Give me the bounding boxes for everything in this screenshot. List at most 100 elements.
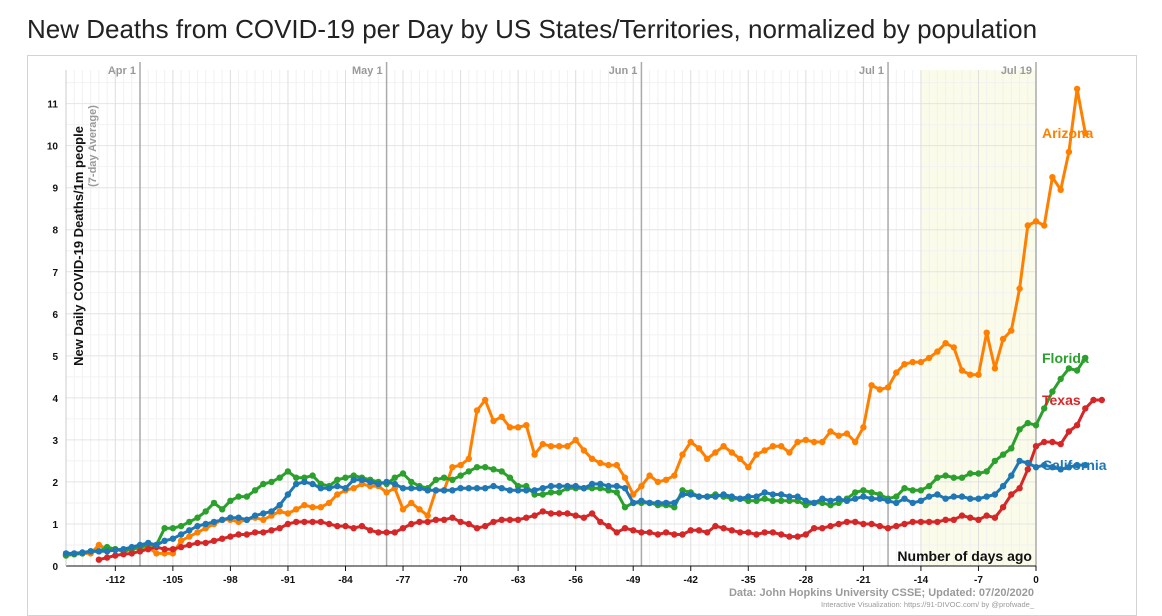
y-tick-label: 2 [52,478,58,489]
data-point-california [1057,466,1064,473]
series-label-texas: Texas [1042,392,1081,408]
data-point-florida [276,474,283,481]
data-point-arizona [1073,85,1081,93]
data-point-florida [539,491,546,498]
data-point-texas [334,522,341,530]
data-point-texas [950,516,957,523]
data-point-arizona [909,358,916,366]
data-point-florida [243,493,250,500]
data-point-texas [465,520,472,528]
data-point-florida [1082,354,1089,362]
data-point-florida [169,525,177,532]
data-point-texas [958,512,966,519]
line-chart[interactable]: Apr 1 May 1 Jun 1 Jul 1 Jul 19 0 1 2 3 4 5 6 7 8 9 10 1… [28,56,1136,615]
x-tick-label: 0 [1033,575,1039,586]
data-point-california [358,476,366,483]
data-point-texas [819,525,826,532]
y-tick-label: 9 [52,184,58,195]
data-point-california [753,493,760,500]
data-point-california [309,480,316,488]
month-marker-label: May 1 [352,65,383,77]
data-point-arizona [835,432,842,439]
data-point-texas [506,516,514,523]
data-point-california [103,548,111,555]
data-point-california [350,476,357,483]
data-point-arizona [662,476,670,483]
data-point-california [868,495,875,502]
data-point-texas [736,529,744,536]
data-point-texas [1082,405,1089,412]
data-point-california [687,491,694,498]
data-point-arizona [728,449,735,456]
series-label-arizona: Arizona [1042,125,1094,141]
data-point-california [210,518,218,526]
data-point-texas [210,537,218,544]
data-point-california [153,541,160,549]
data-point-california [728,493,735,500]
data-point-texas [687,527,694,534]
data-point-florida [934,474,941,481]
data-point-california [884,497,892,504]
data-point-florida [465,468,472,475]
data-point-texas [868,520,875,528]
data-point-arizona [547,443,555,450]
data-point-arizona [778,443,785,450]
data-point-florida [917,487,925,494]
data-point-texas [112,552,119,559]
data-point-california [268,508,275,515]
data-point-california [835,495,842,502]
data-point-texas [893,522,900,530]
data-point-arizona [276,508,283,515]
x-axis-title: Number of days ago [897,548,1032,564]
data-point-arizona [293,506,300,513]
data-point-arizona [975,371,982,378]
data-point-california [391,480,398,488]
data-point-florida [860,487,867,494]
data-point-california [490,482,497,490]
data-point-texas [251,529,259,536]
x-tick-label: -63 [511,575,526,586]
data-point-florida [309,472,316,479]
data-point-texas [539,508,546,515]
data-point-california [128,543,135,551]
data-point-texas [358,522,366,530]
data-point-florida [901,485,908,492]
data-point-texas [284,520,292,528]
series-label-california: California [1042,457,1107,473]
data-point-florida [983,468,990,475]
x-tick-label: -70 [453,575,468,586]
data-point-arizona [1024,222,1031,229]
data-point-texas [704,529,711,536]
data-point-california [769,491,777,498]
data-point-california [375,480,382,488]
data-point-arizona [473,407,481,414]
data-point-california [440,487,448,494]
data-point-arizona [794,438,801,446]
data-point-texas [350,525,357,532]
data-point-texas [967,514,974,521]
data-point-arizona [95,541,103,549]
x-tick-label: -35 [741,575,756,586]
data-point-texas [597,518,604,526]
data-point-texas [1049,438,1056,446]
data-point-arizona [539,440,546,448]
data-point-california [819,495,826,502]
data-point-arizona [1057,186,1064,193]
data-point-california [243,516,250,523]
data-point-arizona [876,386,883,393]
data-point-california [613,482,620,490]
data-point-california [136,541,144,549]
data-point-texas [835,520,842,528]
data-point-california [588,480,596,488]
data-point-california [1024,459,1031,467]
data-point-florida [999,451,1007,458]
data-point-arizona [317,504,324,511]
data-point-california [87,548,94,555]
data-point-florida [950,474,957,481]
data-point-florida [621,504,629,511]
data-point-texas [613,529,620,536]
data-point-florida [227,497,234,504]
data-point-california [671,499,678,507]
data-point-california [1049,464,1056,471]
data-point-texas [852,518,859,526]
